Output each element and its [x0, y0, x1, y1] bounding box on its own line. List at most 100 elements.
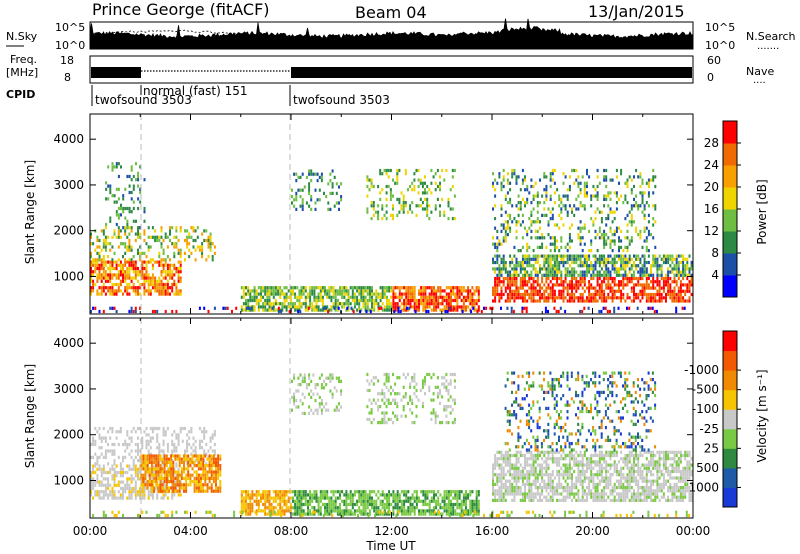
- range-cell: [316, 179, 319, 183]
- range-cell: [605, 242, 608, 246]
- range-cell: [291, 379, 293, 383]
- range-cell: [366, 305, 369, 309]
- range-cell: [562, 254, 565, 258]
- range-cell: [543, 273, 546, 277]
- range-cell: [175, 289, 178, 293]
- range-cell: [368, 295, 371, 299]
- range-cell: [137, 226, 140, 230]
- range-cell: [579, 276, 582, 281]
- range-cell: [219, 464, 222, 468]
- range-cell: [296, 499, 299, 503]
- range-cell: [560, 254, 563, 258]
- range-cell: [519, 286, 522, 290]
- range-cell: [149, 490, 152, 494]
- range-cell: [139, 464, 142, 468]
- range-cell: [547, 270, 550, 274]
- range-cell: [92, 464, 95, 468]
- range-cell: [558, 213, 561, 217]
- range-cell: [130, 480, 133, 484]
- range-cell: [130, 490, 133, 494]
- range-cell: [320, 172, 323, 176]
- range-cell: [517, 249, 520, 253]
- range-cell: [592, 194, 595, 198]
- range-cell: [240, 308, 243, 312]
- range-cell: [315, 496, 318, 500]
- range-cell: [262, 286, 265, 290]
- range-cell: [335, 405, 338, 409]
- range-cell: [160, 286, 163, 290]
- range-cell: [422, 289, 425, 293]
- range-cell: [530, 201, 533, 205]
- range-cell: [270, 512, 273, 516]
- range-cell: [100, 439, 103, 443]
- range-cell: [477, 509, 480, 513]
- range-cell: [297, 376, 300, 380]
- range-cell: [316, 408, 319, 412]
- range-cell: [521, 299, 524, 303]
- range-cell: [596, 280, 599, 284]
- range-cell: [180, 486, 183, 490]
- range-cell: [289, 305, 292, 309]
- range-cell: [332, 286, 335, 290]
- range-cell: [620, 289, 623, 293]
- range-cell: [124, 483, 127, 487]
- range-cell: [502, 254, 505, 258]
- range-cell: [433, 512, 435, 516]
- range-cell: [364, 289, 367, 293]
- range-cell: [142, 457, 145, 461]
- range-cell: [543, 213, 546, 217]
- range-cell: [253, 305, 256, 309]
- range-cell: [615, 273, 618, 277]
- range-cell: [139, 286, 142, 290]
- range-cell: [149, 452, 152, 456]
- range-cell: [277, 493, 280, 497]
- range-cell: [407, 506, 410, 510]
- range-cell: [171, 289, 174, 293]
- range-cell: [558, 260, 561, 265]
- range-cell: [302, 490, 305, 494]
- range-cell: [596, 289, 599, 293]
- range-cell: [385, 210, 388, 214]
- range-cell: [494, 260, 497, 265]
- range-cell: [360, 509, 363, 513]
- range-cell: [400, 286, 403, 290]
- range-cell: [308, 411, 311, 415]
- range-cell: [143, 229, 146, 233]
- range-cell: [377, 292, 380, 296]
- range-cell: [326, 490, 329, 494]
- range-cell: [498, 267, 501, 271]
- range-cell: [298, 292, 301, 296]
- range-cell: [547, 257, 550, 261]
- range-cell: [166, 263, 169, 267]
- range-cell: [456, 302, 459, 306]
- range-cell: [568, 236, 571, 240]
- range-cell: [147, 474, 150, 478]
- range-cell: [209, 232, 212, 236]
- range-cell: [500, 270, 503, 274]
- range-cell: [643, 270, 646, 274]
- range-cell: [690, 283, 693, 287]
- range-cell: [469, 493, 472, 497]
- range-cell: [381, 292, 384, 296]
- range-cell: [90, 483, 92, 487]
- range-cell: [100, 263, 103, 267]
- range-cell: [492, 242, 494, 246]
- range-cell: [353, 509, 356, 513]
- range-cell: [643, 204, 646, 208]
- range-cell: [308, 392, 311, 396]
- range-cell: [368, 178, 371, 182]
- range-cell: [498, 280, 501, 284]
- range-cell: [566, 270, 569, 274]
- range-cell: [392, 493, 395, 497]
- range-cell: [208, 464, 211, 468]
- range-cell: [137, 442, 139, 447]
- range-cell: [217, 467, 220, 471]
- range-cell: [413, 305, 416, 309]
- range-cell: [332, 509, 335, 513]
- range-cell: [215, 483, 217, 487]
- range-cell: [613, 257, 616, 261]
- range-cell: [272, 286, 275, 290]
- range-cell: [521, 276, 524, 281]
- range-cell: [609, 260, 612, 265]
- range-cell: [113, 474, 116, 478]
